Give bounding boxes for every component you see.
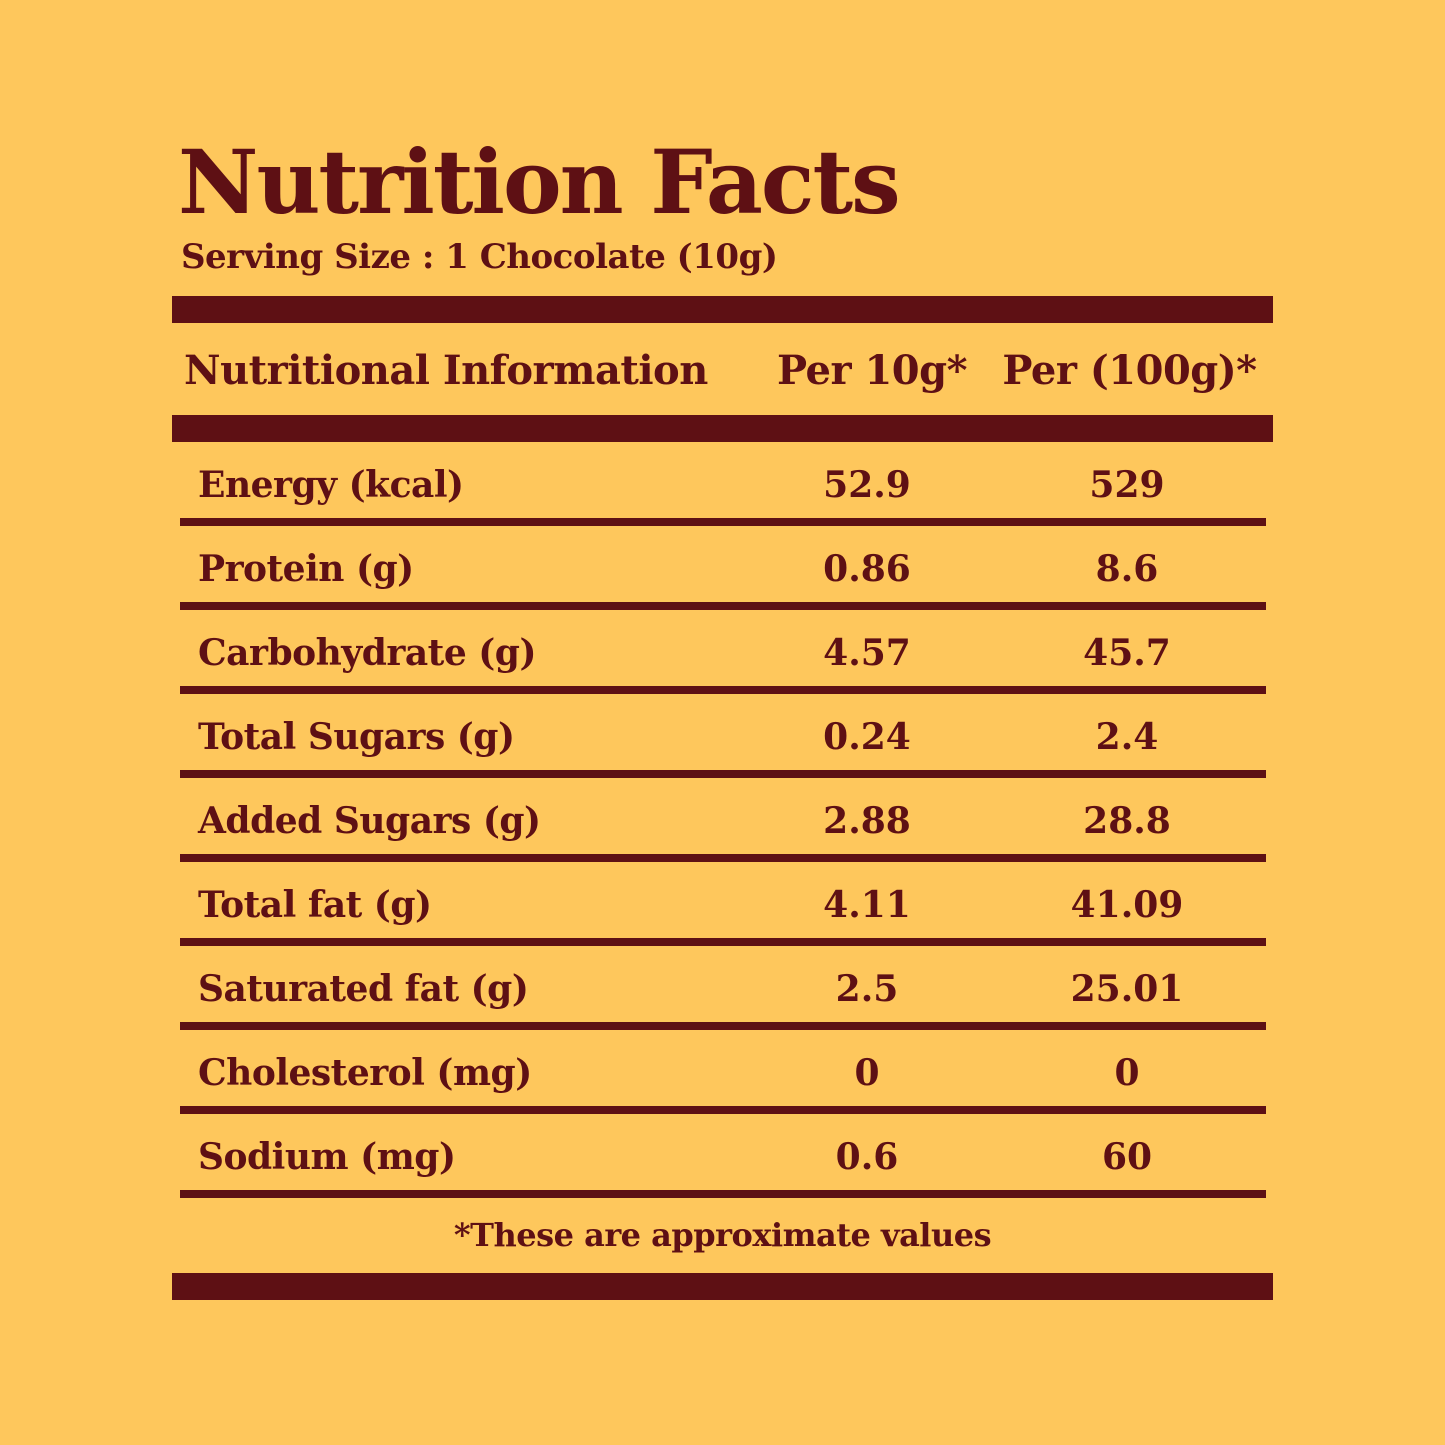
top-divider xyxy=(172,296,1273,323)
table-row: Carbohydrate (g) 4.57 45.7 xyxy=(180,610,1266,694)
value-per-10g: 0.6 xyxy=(835,1136,899,1178)
nutrient-name: Sodium (mg) xyxy=(198,1136,456,1178)
nutrient-name: Carbohydrate (g) xyxy=(198,632,537,674)
value-per-10g: 0.86 xyxy=(823,548,911,590)
value-per-10g: 0.24 xyxy=(823,716,911,758)
header-per-100g: Per (100g)* xyxy=(1002,347,1257,394)
value-per-100g: 2.4 xyxy=(1095,716,1159,758)
nutrient-name: Added Sugars (g) xyxy=(198,800,541,842)
value-per-10g: 2.88 xyxy=(823,800,911,842)
bottom-divider xyxy=(172,1273,1273,1300)
value-per-10g: 2.5 xyxy=(835,968,899,1010)
nutrient-name: Saturated fat (g) xyxy=(198,968,529,1010)
nutrition-table-body: Energy (kcal) 52.9 529 Protein (g) 0.86 … xyxy=(180,442,1266,1198)
value-per-100g: 529 xyxy=(1089,464,1165,506)
value-per-100g: 45.7 xyxy=(1083,632,1171,674)
serving-size: Serving Size : 1 Chocolate (10g) xyxy=(181,237,778,277)
nutrient-name: Total fat (g) xyxy=(198,884,432,926)
nutrient-name: Cholesterol (mg) xyxy=(198,1052,532,1094)
value-per-100g: 60 xyxy=(1101,1136,1153,1178)
table-row: Energy (kcal) 52.9 529 xyxy=(180,442,1266,526)
value-per-100g: 28.8 xyxy=(1083,800,1171,842)
table-row: Protein (g) 0.86 8.6 xyxy=(180,526,1266,610)
nutrient-name: Protein (g) xyxy=(198,548,414,590)
value-per-100g: 41.09 xyxy=(1070,884,1184,926)
nutrient-name: Total Sugars (g) xyxy=(198,716,515,758)
header-divider xyxy=(172,415,1273,442)
table-row: Saturated fat (g) 2.5 25.01 xyxy=(180,946,1266,1030)
nutrient-name: Energy (kcal) xyxy=(198,464,464,506)
table-row: Cholesterol (mg) 0 0 xyxy=(180,1030,1266,1114)
value-per-10g: 52.9 xyxy=(823,464,911,506)
table-row: Added Sugars (g) 2.88 28.8 xyxy=(180,778,1266,862)
value-per-10g: 4.11 xyxy=(823,884,911,926)
value-per-100g: 8.6 xyxy=(1095,548,1159,590)
footnote: *These are approximate values xyxy=(453,1216,992,1254)
header-nutritional-information: Nutritional Information xyxy=(184,347,708,394)
value-per-10g: 0 xyxy=(854,1052,880,1094)
value-per-100g: 25.01 xyxy=(1070,968,1184,1010)
table-row: Total Sugars (g) 0.24 2.4 xyxy=(180,694,1266,778)
page-title: Nutrition Facts xyxy=(178,130,901,234)
table-header: Nutritional Information Per 10g* Per (10… xyxy=(172,323,1273,415)
value-per-10g: 4.57 xyxy=(823,632,911,674)
table-row: Total fat (g) 4.11 41.09 xyxy=(180,862,1266,946)
value-per-100g: 0 xyxy=(1114,1052,1140,1094)
table-row: Sodium (mg) 0.6 60 xyxy=(180,1114,1266,1198)
header-per-10g: Per 10g* xyxy=(776,347,968,394)
